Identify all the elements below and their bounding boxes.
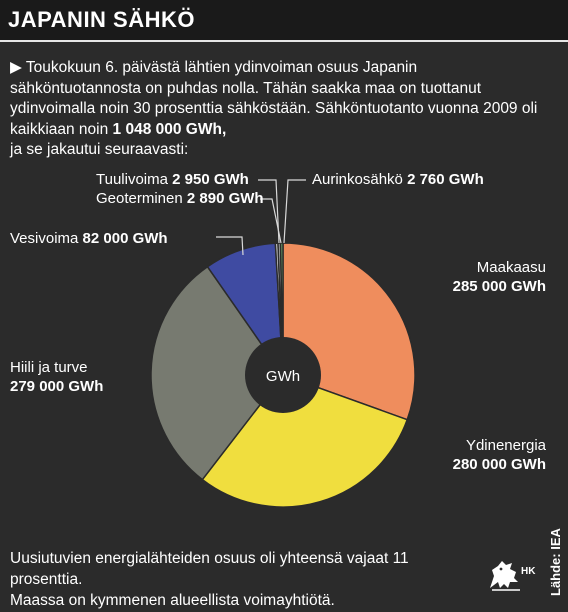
label-hiili-ja-turve: Hiili ja turve 279 000 GWh: [10, 359, 103, 395]
leader-lines: [216, 179, 306, 256]
label-vesivoima: Vesivoima 82 000 GWh: [10, 230, 168, 247]
intro-paragraph: ▶ Toukokuun 6. päivästä lähtien ydinvoima…: [10, 58, 540, 161]
label-value: 279 000 GWh: [10, 378, 103, 395]
label-tuulivoima: Tuulivoima 2 950 GWh: [96, 171, 249, 188]
slice-ydinenergia: [201, 374, 409, 508]
label-maakaasu: Maakaasu 285 000 GWh: [453, 259, 546, 295]
label-name: Maakaasu: [477, 259, 546, 276]
label-ydinenergia: Ydinenergia 280 000 GWh: [453, 437, 547, 473]
label-aurinkosahko: Aurinkosähkö 2 760 GWh: [312, 171, 484, 188]
lion-emblem-icon: [490, 561, 520, 591]
triangle-bullet-icon: ▶: [10, 59, 22, 76]
leader-tuulivoima: [258, 179, 280, 244]
donut-hole: [245, 337, 321, 413]
label-name: Vesivoima: [10, 230, 83, 247]
label-name: Aurinkosähkö: [312, 171, 407, 188]
leader-geoterminen: [260, 198, 282, 244]
logo-text: HK: [521, 566, 536, 577]
label-value: 2 760 GWh: [407, 171, 484, 188]
label-value: 285 000 GWh: [453, 278, 546, 295]
slice-hiili-ja-turve: [150, 265, 284, 481]
footer-note: Uusiutuvien energialähteiden osuus oli y…: [10, 548, 480, 611]
label-value: 2 890 GWh: [187, 190, 264, 207]
intro-text: Toukokuun 6. päivästä lähtien ydinvoiman…: [10, 59, 538, 138]
footer-line-1: Uusiutuvien energialähteiden osuus oli y…: [10, 550, 409, 588]
label-name: Tuulivoima: [96, 171, 172, 188]
label-value: 82 000 GWh: [83, 230, 168, 247]
intro-total: 1 048 000 GWh,: [112, 120, 227, 138]
label-geoterminen: Geoterminen 2 890 GWh: [96, 190, 264, 207]
slice-labels: Maakaasu 285 000 GWh Ydinenergia 280 000 GW…: [10, 171, 547, 473]
source-label: Lähde: IEA: [548, 528, 563, 596]
label-name: Hiili ja turve: [10, 359, 88, 376]
label-value: 280 000 GWh: [453, 456, 546, 473]
leader-aurinkosahko: [283, 179, 306, 244]
title-divider: [0, 40, 568, 42]
label-value: 2 950 GWh: [172, 171, 249, 188]
center-label: GWh: [266, 368, 300, 385]
page-title: JAPANIN SÄHKÖ: [8, 7, 196, 32]
intro-text-end: ja se jakautui seuraavasti:: [10, 141, 189, 158]
footer-line-2: Maassa on kymmenen alueellista voimayhti…: [10, 592, 335, 609]
leader-vesivoima: [216, 236, 244, 256]
label-name: Geoterminen: [96, 190, 187, 207]
label-name: Ydinenergia: [466, 437, 547, 454]
title-bar: JAPANIN SÄHKÖ: [0, 0, 568, 40]
